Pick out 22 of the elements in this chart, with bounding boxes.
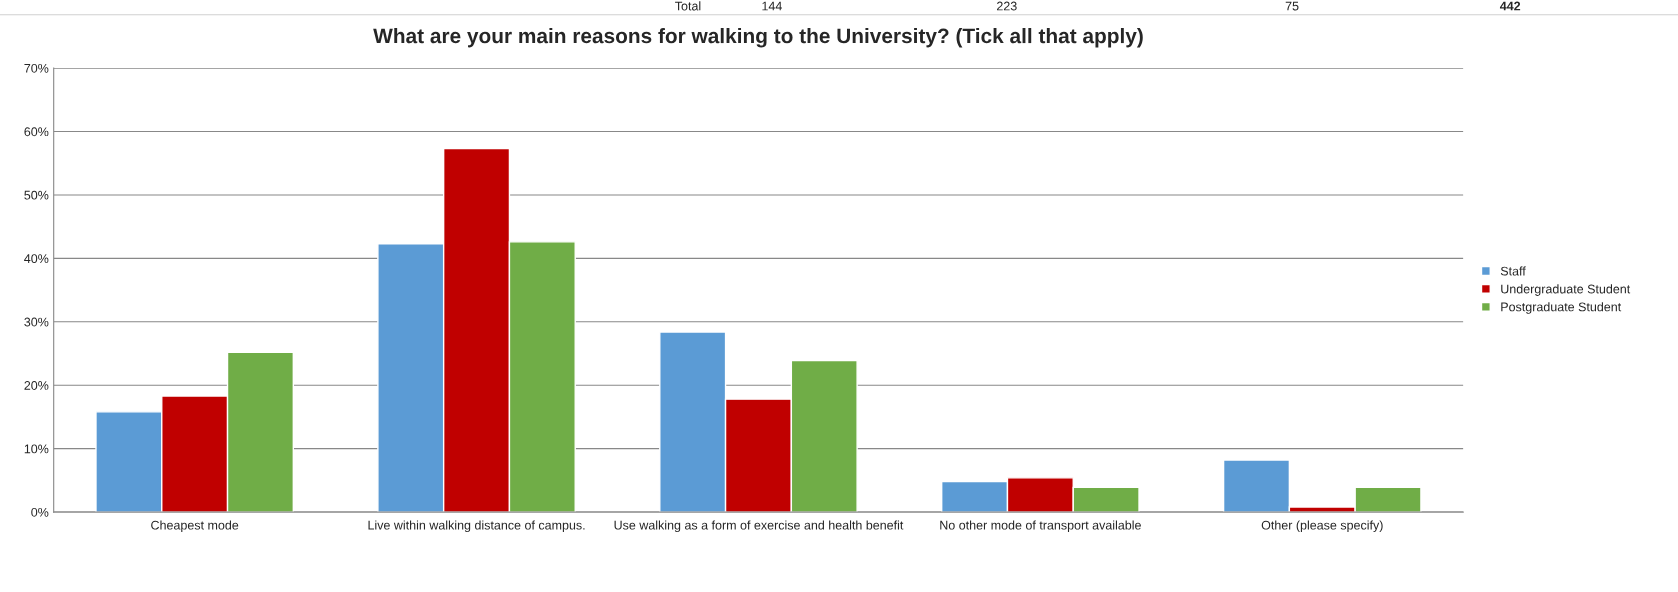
legend-label: Postgraduate Student [1501,302,1622,314]
text: 75 [1285,1,1299,11]
x-tick-label: Cheapest mode [151,520,239,533]
text: 144 [762,1,782,11]
x-tick-label: Other (please specify) [1261,520,1383,533]
legend-label: Undergraduate Student [1501,284,1631,296]
y-tick-label: 40% [24,254,49,264]
x-tick-label: No other mode of transport available [940,520,1141,533]
chart-title: What are your main reasons for walking to the University? (Tick all that apply) [373,27,1143,48]
legend-label: Staff [1500,266,1526,276]
y-tick-label: 10% [24,444,49,454]
y-tick-label: 20% [24,381,49,390]
text: 223 [997,1,1017,11]
y-tick-label: 70% [24,63,49,73]
y-tick-label: 0% [31,507,49,517]
x-tick-label: Live within walking distance of campus. [368,520,585,533]
text: Total [675,1,701,11]
y-tick-label: 50% [24,190,49,200]
text: 442 [1499,1,1521,11]
x-tick-label: Use walking as a form of exercise and health benefit [614,520,904,533]
y-tick-label: 60% [24,127,49,137]
y-tick-label: 30% [24,317,49,327]
